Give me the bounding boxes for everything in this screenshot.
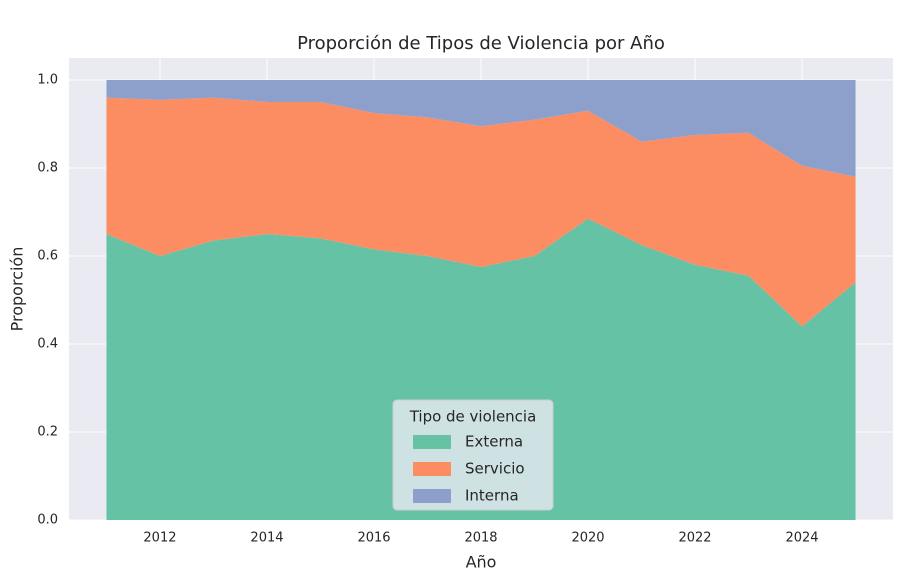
chart-title: Proporción de Tipos de Violencia por Año [297,33,665,54]
y-axis-label: Proporción [8,247,27,332]
x-axis-label: Año [466,553,497,572]
legend-label: Servicio [465,460,525,478]
legend-swatch [413,435,451,449]
x-tick-label: 2012 [143,531,176,546]
x-tick-label: 2022 [678,531,711,546]
area [106,80,856,177]
legend-title: Tipo de violencia [409,408,537,426]
y-tick-label: 0.6 [37,249,58,264]
y-tick-label: 0.4 [37,337,58,352]
legend-swatch [413,489,451,503]
area [106,97,856,327]
x-tick-label: 2016 [357,531,390,546]
area [106,218,856,520]
x-tick-label: 2014 [250,531,283,546]
legend-label: Externa [465,433,523,451]
y-tick-label: 0.0 [37,513,58,528]
legend-swatch [413,462,451,476]
x-tick-label: 2018 [464,531,497,546]
x-tick-label: 2024 [785,531,818,546]
legend-box [392,399,554,511]
y-tick-label: 0.8 [37,161,58,176]
legend: Tipo de violencia Externa Servicio Interna [392,399,554,511]
y-tick-label: 0.2 [37,425,58,440]
y-tick-label: 1.0 [37,73,58,88]
legend-label: Interna [465,487,519,505]
x-tick-label: 2020 [571,531,604,546]
